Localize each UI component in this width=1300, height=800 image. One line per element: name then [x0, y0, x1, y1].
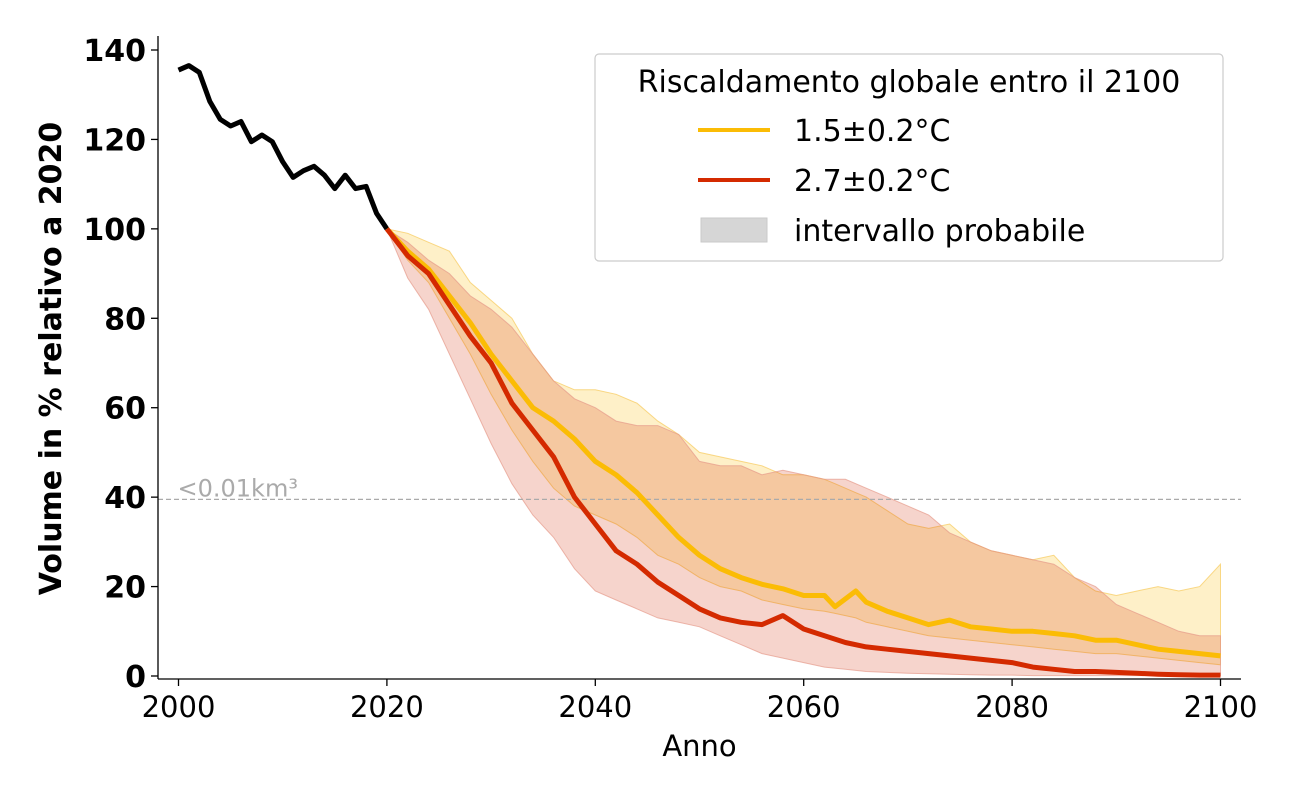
- legend-label-2-7c: 2.7±0.2°C: [794, 164, 951, 199]
- y-tick-label: 40: [104, 481, 146, 516]
- series-lines: [177, 63, 1221, 678]
- x-tick-label: 2040: [558, 690, 632, 724]
- threshold-label: <0.01km³: [178, 474, 298, 502]
- y-ticks: 0 20 40 60 80 100 120 140: [83, 34, 158, 695]
- legend-box: [594, 53, 1224, 262]
- x-tick-label: 2000: [142, 690, 216, 724]
- series-line-2-7c: [384, 227, 1221, 678]
- x-tick-label: 2100: [1184, 690, 1258, 724]
- band-1-5c: [385, 228, 1221, 666]
- band-2-7c: [385, 227, 1221, 677]
- y-axis-label: Volume in % relativo a 2020: [34, 122, 69, 596]
- x-tick-label: 2080: [975, 690, 1049, 724]
- y-tick-label: 20: [104, 571, 146, 606]
- confidence-bands: [385, 227, 1221, 677]
- legend-swatch-likely-range: [700, 217, 768, 243]
- x-ticks: 2000 2020 2040 2060 2080 2100: [142, 679, 1258, 724]
- historical-line: [177, 63, 389, 231]
- series-line-1-5c: [385, 227, 1221, 659]
- y-tick-label: 0: [125, 660, 146, 695]
- y-tick-label: 120: [83, 123, 146, 158]
- y-tick-label: 80: [104, 302, 146, 337]
- legend-label-1-5c: 1.5±0.2°C: [794, 114, 951, 149]
- threshold-line-group: <0.01km³: [158, 474, 1241, 502]
- y-tick-label: 140: [83, 34, 146, 69]
- y-tick-label: 100: [83, 213, 146, 248]
- y-tick-label: 60: [104, 392, 146, 427]
- x-axis-label: Anno: [662, 729, 736, 763]
- legend-label-likely-range: intervallo probabile: [794, 214, 1085, 249]
- legend: Riscaldamento globale entro il 2100 1.5±…: [594, 53, 1224, 262]
- legend-title: Riscaldamento globale entro il 2100: [638, 65, 1181, 100]
- x-tick-label: 2060: [767, 690, 841, 724]
- x-tick-label: 2020: [350, 690, 424, 724]
